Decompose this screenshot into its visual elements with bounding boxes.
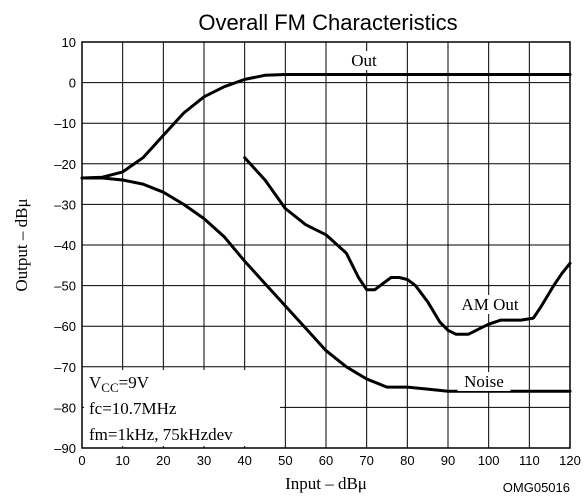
series-label-out: Out [351,51,377,70]
x-tick-label: 20 [156,453,170,468]
series-label-am-out: AM Out [461,295,518,314]
y-tick-label: –50 [54,279,76,294]
x-tick-label: 40 [237,453,251,468]
x-tick-label: 120 [559,453,581,468]
y-tick-label: –40 [54,238,76,253]
y-tick-label: 10 [62,35,76,50]
series-label-bg [346,51,382,70]
series-label-noise: Noise [464,372,504,391]
chart-title: Overall FM Characteristics [198,10,457,35]
x-tick-label: 60 [319,453,333,468]
condition-vcc-value: =9V [119,373,150,392]
x-axis-ticks: 0 10 20 30 40 50 60 70 80 90 100 110 120 [78,453,580,468]
series-label-bg [459,295,521,314]
x-tick-label: 110 [519,453,540,468]
condition-fc: fc=10.7MHz [89,399,177,418]
y-tick-label: –70 [54,360,76,375]
y-axis-label: Output – dBμ [12,198,31,291]
x-tick-label: 30 [197,453,211,468]
x-tick-label: 50 [278,453,292,468]
x-tick-label: 0 [78,453,85,468]
plot-frame [81,41,571,449]
x-axis-label: Input – dBμ [285,474,367,493]
y-tick-label: –90 [54,441,76,456]
series-line-am-out [243,156,572,336]
series-line-noise [80,176,572,393]
condition-fm: fm=1kHz, 75kHzdev [89,425,233,444]
x-tick-label: 70 [359,453,373,468]
series-lines: Out AM Out Noise [80,51,572,393]
condition-vcc-main: V [89,373,102,392]
y-tick-label: –80 [54,400,76,415]
y-tick-label: –10 [54,116,76,131]
condition-vcc: VCC=9V [89,373,150,395]
y-tick-label: 0 [69,76,76,91]
y-axis-ticks: 10 0 –10 –20 –30 –40 –50 –60 –70 –80 –90 [54,35,76,456]
y-tick-label: –60 [54,319,76,334]
x-tick-label: 10 [115,453,129,468]
figure-code: OMG05016 [503,480,570,495]
x-tick-label: 90 [441,453,455,468]
conditions-box [84,370,280,446]
condition-vcc-sub: CC [101,380,118,395]
y-tick-label: –30 [54,197,76,212]
series-line-out [80,73,572,180]
x-tick-label: 100 [478,453,500,468]
series-label-bg [457,372,511,391]
y-tick-label: –20 [54,157,76,172]
x-tick-label: 80 [400,453,414,468]
